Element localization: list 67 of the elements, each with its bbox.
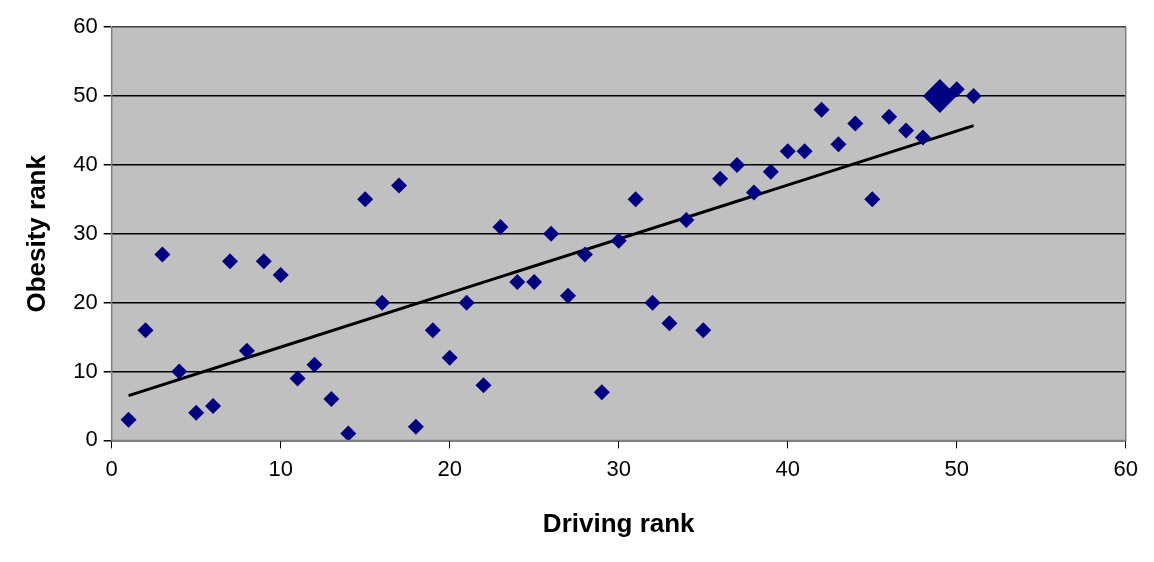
- point: [255, 253, 272, 270]
- x-tick-label: 10: [268, 455, 293, 481]
- point: [610, 232, 627, 249]
- point: [965, 88, 982, 105]
- point: [712, 170, 729, 187]
- point: [695, 322, 712, 339]
- y-tick-label: 10: [73, 357, 98, 383]
- point: [340, 425, 357, 441]
- point: [779, 143, 796, 160]
- point: [678, 212, 695, 229]
- point: [762, 163, 779, 180]
- point: [458, 294, 475, 311]
- point: [188, 404, 205, 421]
- point: [796, 143, 813, 160]
- point: [627, 191, 644, 208]
- y-tick-label: 30: [73, 219, 98, 245]
- y-tick-label: 40: [73, 151, 98, 176]
- y-tick-label: 0: [85, 426, 98, 452]
- point: [830, 136, 847, 153]
- y-tick-label: 50: [73, 82, 98, 108]
- x-tick-label: 40: [775, 455, 800, 481]
- point: [205, 397, 222, 414]
- point: [813, 101, 830, 118]
- point: [475, 377, 492, 394]
- point: [171, 363, 188, 380]
- x-tick-label: 50: [944, 455, 969, 481]
- point: [847, 115, 864, 132]
- point: [137, 322, 154, 339]
- point: [424, 322, 441, 339]
- point: [323, 391, 340, 408]
- point: [593, 384, 610, 401]
- point: [922, 79, 957, 114]
- y-axis-title: Obesity rank: [20, 154, 51, 313]
- point: [509, 274, 526, 291]
- x-tick-label: 0: [105, 455, 118, 481]
- y-tick-label: 20: [73, 288, 98, 314]
- point: [272, 267, 289, 284]
- point: [238, 342, 255, 359]
- point: [644, 294, 661, 311]
- point: [576, 246, 593, 263]
- point: [120, 411, 137, 428]
- x-tick-label: 60: [1113, 455, 1139, 481]
- point: [729, 156, 746, 173]
- point: [357, 191, 374, 208]
- point: [948, 81, 965, 98]
- point: [391, 177, 407, 194]
- x-tick-label: 30: [606, 455, 631, 481]
- point: [661, 315, 678, 332]
- y-tick-label: 60: [73, 13, 98, 39]
- point: [221, 253, 238, 270]
- x-tick-label: 20: [437, 455, 462, 481]
- point: [374, 294, 391, 311]
- x-axis-title: Driving rank: [542, 507, 696, 538]
- point: [154, 246, 171, 263]
- point: [306, 356, 323, 373]
- point: [407, 418, 424, 435]
- point: [441, 349, 458, 366]
- point: [492, 218, 509, 235]
- point: [914, 129, 931, 146]
- point: [560, 287, 577, 304]
- point: [289, 370, 306, 387]
- point: [881, 108, 898, 125]
- point: [864, 191, 881, 208]
- point: [898, 122, 915, 139]
- point: [526, 274, 543, 291]
- point: [745, 184, 762, 201]
- point: [543, 225, 560, 242]
